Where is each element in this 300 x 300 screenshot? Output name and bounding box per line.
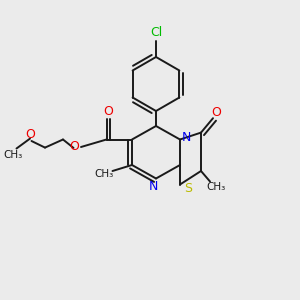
- Text: O: O: [70, 140, 79, 153]
- Text: CH₃: CH₃: [4, 149, 23, 160]
- Text: CH₃: CH₃: [206, 182, 226, 192]
- Text: S: S: [184, 182, 192, 195]
- Text: N: N: [182, 131, 191, 144]
- Text: O: O: [212, 106, 221, 119]
- Text: N: N: [148, 179, 158, 193]
- Text: Cl: Cl: [150, 26, 162, 40]
- Text: CH₃: CH₃: [94, 169, 114, 179]
- Text: O: O: [103, 105, 113, 119]
- Text: O: O: [25, 128, 35, 141]
